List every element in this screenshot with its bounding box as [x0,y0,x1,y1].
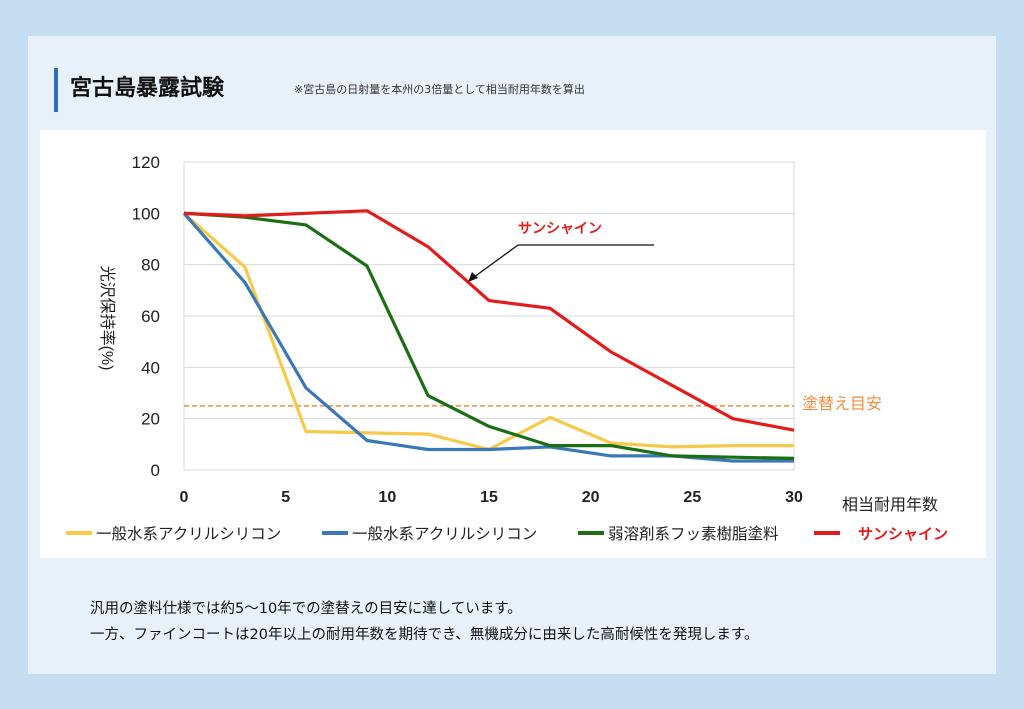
y-tick-120: 120 [132,153,160,172]
y-tick-60: 60 [141,307,160,326]
x-tick-20: 20 [582,489,600,506]
series-line-3 [183,211,795,460]
legend-label-1: 一般水系アクリルシリコン [96,525,281,543]
annotation-group: サンシャイン [468,220,654,282]
annotation-label: サンシャイン [518,220,602,236]
y-tick-40: 40 [141,358,160,377]
title-accent-bar [54,68,58,112]
x-tick-0: 0 [180,489,189,506]
y-tick-100: 100 [132,204,160,223]
x-tick-labels: 0 5 10 15 20 25 30 [180,489,803,506]
series-line-4 [183,209,795,432]
legend-label-4: サンシャイン [858,526,948,543]
footer-line-2: 一方、ファインコートは20年以上の耐用年数を期待でき、無機成分に由来した高耐候性… [90,627,759,643]
grid-lines [183,161,795,471]
x-tick-10: 10 [378,489,396,506]
x-axis-label: 相当耐用年数 [842,496,938,514]
reference-line-group: 塗替え目安 [184,394,882,413]
y-tick-labels: 0 20 40 60 80 100 120 [132,153,160,480]
chart-container: 0 20 40 60 80 100 120 0 5 10 15 20 25 30 塗替え目安 サンシャイ… [40,130,986,558]
footer-line-1: 汎用の塗料仕様では約5～10年での塗替えの目安に達しています。 [90,601,522,617]
annotation-arrow-line [469,244,654,281]
legend: 一般水系アクリルシリコン 一般水系アクリルシリコン 弱溶剤系フッ素樹脂塗料 サンシャイ… [66,524,948,543]
x-tick-5: 5 [281,489,290,506]
annotation-arrow-head [468,272,478,282]
series-lines [182,209,795,463]
x-tick-25: 25 [683,489,701,506]
x-tick-30: 30 [785,489,803,506]
line-chart: 0 20 40 60 80 100 120 0 5 10 15 20 25 30 塗替え目安 サンシャイ… [66,153,948,543]
y-tick-80: 80 [141,256,160,275]
series-line-2 [182,212,794,463]
x-tick-15: 15 [480,489,498,506]
legend-label-3: 弱溶剤系フッ素樹脂塗料 [608,524,779,543]
y-tick-20: 20 [141,410,160,429]
footer-text: 汎用の塗料仕様では約5～10年での塗替えの目安に達しています。 一方、ファインコ… [90,596,758,648]
page-subtitle: ※宮古島の日射量を本州の3倍量として相当耐用年数を算出 [294,83,585,96]
reference-line-label: 塗替え目安 [802,394,882,413]
series-line-1 [182,212,794,452]
y-tick-0: 0 [151,461,160,480]
page-title: 宮古島暴露試験 [70,76,225,101]
legend-label-2: 一般水系アクリルシリコン [352,525,537,543]
y-axis-label: 光沢保持率(%) [98,266,116,371]
